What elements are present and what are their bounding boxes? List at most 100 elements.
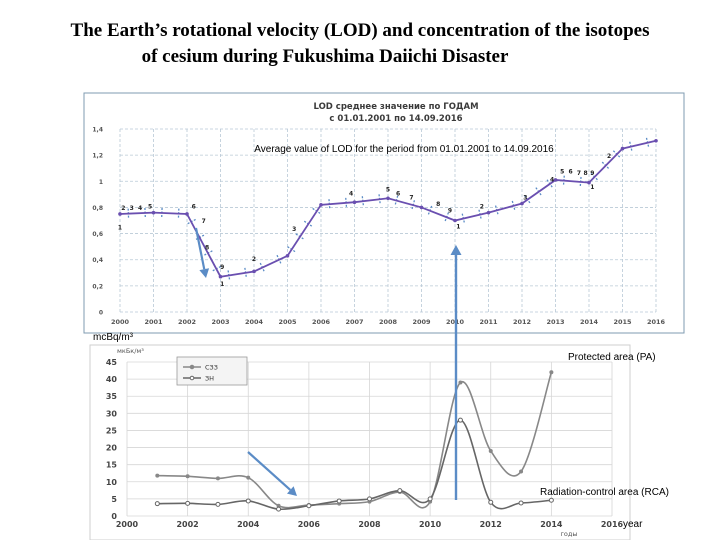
cs-data-point xyxy=(246,475,251,480)
cs-data-point xyxy=(518,500,524,506)
lod-x-tick-label: 2009 xyxy=(412,318,431,326)
cs-ylabel-en: mcBq/m³ xyxy=(93,332,134,343)
lod-wave-label: 4 xyxy=(138,205,142,212)
cs-data-point xyxy=(215,476,220,481)
lod-data-point xyxy=(520,201,524,206)
lod-data-point xyxy=(386,196,390,201)
lod-x-tick-label: 2000 xyxy=(111,318,130,326)
lod-annotation: Average value of LOD for the period from… xyxy=(254,144,554,155)
lod-data-point xyxy=(553,178,558,182)
lod-wave-label: 1 xyxy=(118,225,122,232)
lod-wave-label: 3 xyxy=(130,205,134,212)
lod-wave-label: 2 xyxy=(252,256,256,263)
lod-data-point xyxy=(185,212,189,216)
slide-arrows xyxy=(194,227,462,500)
slide-title: The Earth’s rotational velocity (LOD) an… xyxy=(0,18,720,70)
lod-y-tick-label: 0,2 xyxy=(92,283,103,290)
lod-data-point xyxy=(352,200,357,204)
lod-y-tick-label: 1,2 xyxy=(92,153,103,160)
cs-legend-label: ЗН xyxy=(205,375,214,383)
cs-x-tick-label: 2002 xyxy=(176,520,198,529)
lod-wave-label: 5 xyxy=(560,168,564,175)
cs-x-tick-label: 2016 xyxy=(601,520,624,529)
lod-y-tick-label: 0,6 xyxy=(92,231,103,238)
cs-y-tick-label: 40 xyxy=(106,375,118,384)
cs-series xyxy=(154,370,554,512)
lod-x-tick-labels: 2000 2001 2002 2003 2004 2005 2006 2007 2008 2009… xyxy=(111,318,666,326)
lod-chart-title-line2: с 01.01.2001 по 14.09.2016 xyxy=(329,114,462,124)
cs-y-tick-label: 15 xyxy=(106,461,118,470)
lod-wave-label: 7 xyxy=(577,170,581,177)
lod-wave-label: 9 xyxy=(590,170,594,177)
arrow-head xyxy=(199,268,210,278)
cs-label-protected-area: Protected area (PA) xyxy=(568,352,656,363)
arrow-head xyxy=(450,245,462,255)
cs-data-point xyxy=(185,474,190,479)
cs-xlabel-en: year xyxy=(623,519,643,530)
lod-x-tick-label: 2013 xyxy=(546,318,564,326)
lod-wave-label: 5 xyxy=(386,187,390,194)
cs-data-point xyxy=(397,488,403,494)
lod-wave-label: 5 xyxy=(148,204,152,211)
lod-x-tick-label: 2004 xyxy=(245,318,264,326)
cs-series-line xyxy=(157,419,552,511)
cs-label-radiation-control-area: Radiation-control area (RCA) xyxy=(540,487,669,498)
lod-wave-label: 3 xyxy=(523,195,527,202)
lod-x-tick-label: 2007 xyxy=(345,318,363,326)
cs-x-tick-label: 2004 xyxy=(237,520,260,529)
lod-data-point xyxy=(218,274,223,279)
cs-legend-box xyxy=(176,356,248,386)
lod-wave-label: 3 xyxy=(292,226,296,233)
lod-x-tick-label: 2015 xyxy=(613,318,632,326)
lod-x-tick-label: 2014 xyxy=(580,318,599,326)
cs-data-point xyxy=(519,469,524,474)
cs-x-tick-label: 2006 xyxy=(298,520,321,529)
slide-title-line2: of cesium during Fukushima Daiichi Disas… xyxy=(141,46,509,67)
cs-data-point xyxy=(427,496,433,502)
cs-data-point xyxy=(549,370,554,375)
lod-wave-label: 1 xyxy=(456,223,460,230)
cs-data-point xyxy=(276,506,282,512)
lod-data-point xyxy=(319,203,323,207)
cs-legend: СЗЗ ЗН xyxy=(176,356,248,386)
lod-wave-label: 2 xyxy=(121,205,125,212)
arrow-head xyxy=(286,486,297,496)
lod-x-tick-label: 2002 xyxy=(178,318,196,326)
lod-data-point xyxy=(453,218,457,223)
lod-y-tick-label: 1,4 xyxy=(92,127,103,134)
cs-x-tick-label: 2000 xyxy=(116,520,139,529)
lod-data-point xyxy=(252,269,256,274)
lod-x-tick-label: 2006 xyxy=(312,318,331,326)
lod-wave-label: 8 xyxy=(584,170,588,177)
lod-y-tick-label: 0,8 xyxy=(92,205,103,212)
lod-x-tick-label: 2003 xyxy=(211,318,229,326)
lod-series xyxy=(118,138,658,279)
lod-wave-label: 2 xyxy=(480,204,484,211)
cs-x-tick-labels: 2000 2002 2004 2006 2008 2010 2012 2014 2016 xyxy=(116,520,624,529)
arrow-shaft xyxy=(194,227,206,270)
cs-y-tick-label: 20 xyxy=(106,444,118,453)
lod-x-tick-label: 2005 xyxy=(278,318,297,326)
lod-x-tick-label: 2001 xyxy=(144,318,163,326)
lod-x-tick-label: 2012 xyxy=(513,318,531,326)
cs-data-point xyxy=(548,497,554,503)
cs-data-point xyxy=(245,498,251,504)
lod-data-point xyxy=(285,253,290,258)
cs-data-point xyxy=(185,500,191,506)
lod-wave-label: 9 xyxy=(448,208,452,215)
cs-data-point xyxy=(336,498,342,504)
lod-data-point xyxy=(419,205,424,210)
lod-x-tick-label: 2011 xyxy=(479,318,498,326)
lod-wave-label: 8 xyxy=(436,201,440,208)
lod-wave-label: 1 xyxy=(590,184,594,191)
cs-data-point xyxy=(488,499,494,505)
lod-x-tick-label: 2008 xyxy=(379,318,398,326)
lod-data-point xyxy=(587,180,591,185)
cs-data-point xyxy=(276,503,281,508)
cs-x-tick-label: 2008 xyxy=(358,520,381,529)
cs-data-point xyxy=(154,501,160,507)
cs-legend-label: СЗЗ xyxy=(205,364,218,372)
cs-data-point xyxy=(215,501,221,507)
lod-x-tick-label: 2016 xyxy=(647,318,666,326)
